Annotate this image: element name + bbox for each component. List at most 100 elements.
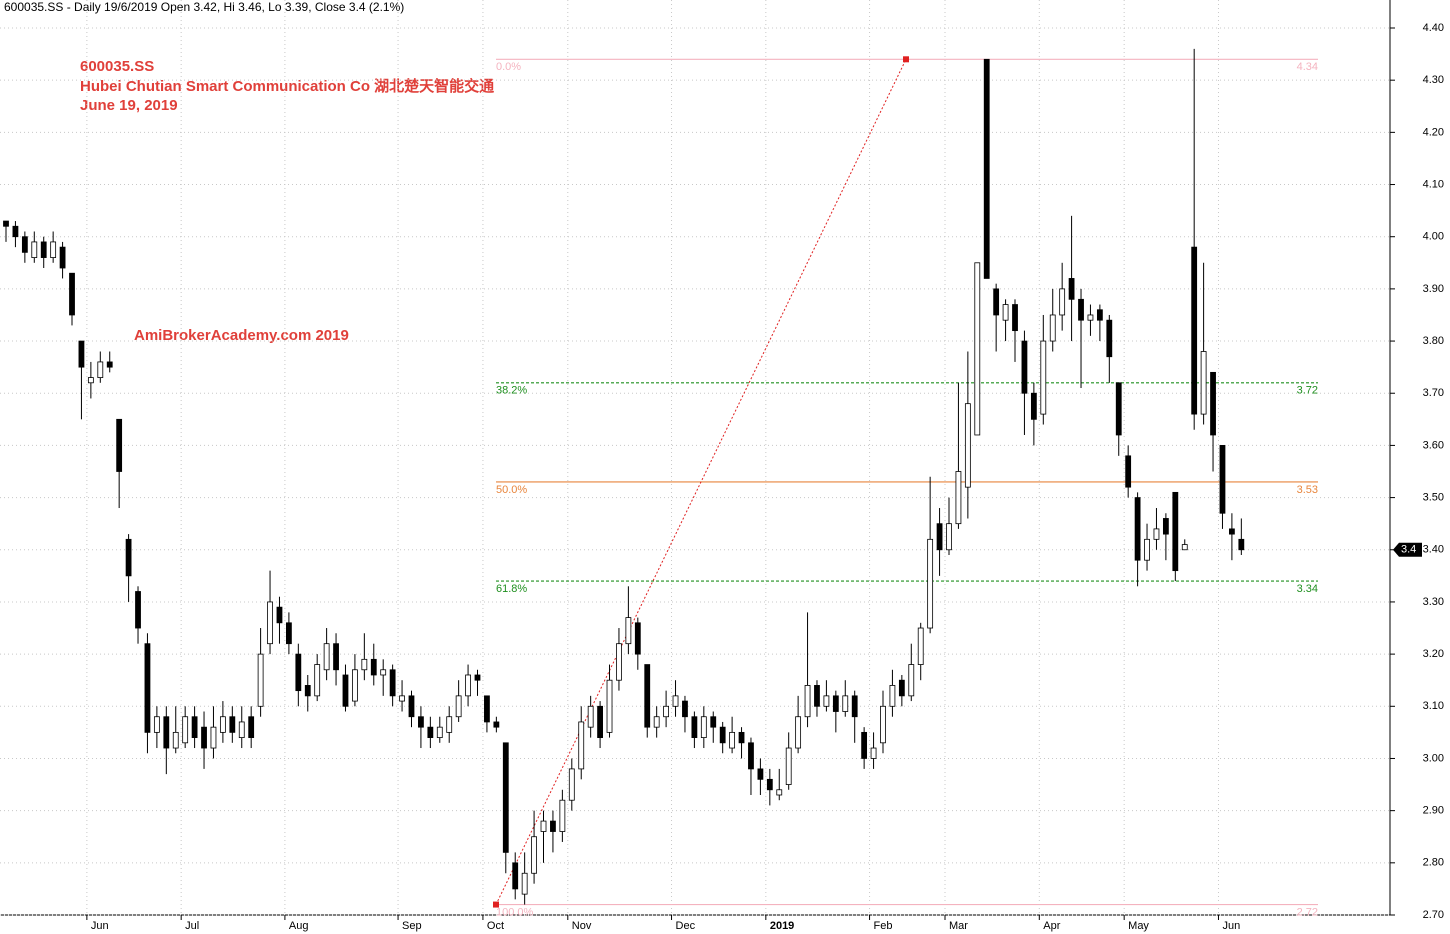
y-tick-label: 3.80 — [1423, 335, 1444, 347]
candle-body — [455, 695, 462, 718]
y-tick-label: 2.70 — [1423, 909, 1444, 921]
fib-value-label: 3.72 — [1297, 385, 1318, 397]
candle-body — [521, 872, 528, 895]
candle-body — [766, 778, 773, 791]
candle-body — [512, 862, 519, 890]
candle-body — [682, 700, 688, 718]
candle-body — [1096, 309, 1103, 321]
candle-body — [97, 361, 104, 378]
candle-body — [446, 716, 453, 733]
candle-body — [964, 403, 971, 488]
candle-body — [606, 679, 613, 733]
candle-body — [616, 643, 622, 681]
candle-body — [691, 716, 698, 739]
candle-body — [1049, 314, 1056, 342]
fib-label: 38.2% — [496, 385, 527, 397]
candle-body — [738, 731, 745, 744]
candle-body — [31, 241, 38, 258]
candle-body — [427, 726, 434, 739]
y-tick-label: 3.90 — [1423, 283, 1444, 295]
candle-body — [191, 716, 198, 739]
candle-body — [304, 685, 311, 697]
candle-body — [1210, 371, 1216, 436]
y-tick-label: 3.30 — [1423, 596, 1444, 608]
candle-body — [201, 726, 207, 749]
candle-body — [719, 726, 726, 744]
candle-body — [144, 643, 151, 733]
candle-body — [597, 705, 603, 739]
candle-body — [40, 241, 47, 258]
fib-value-label: 3.34 — [1297, 583, 1318, 595]
candle-body — [578, 721, 585, 770]
candle-body — [1229, 528, 1235, 535]
candle-body — [380, 669, 387, 676]
last-price-marker — [1393, 542, 1422, 557]
candle-body — [851, 695, 858, 718]
candle-body — [502, 742, 509, 853]
trend-line — [495, 59, 907, 905]
candle-body — [257, 653, 264, 707]
candle-body — [418, 716, 424, 728]
candle-body — [1153, 528, 1160, 540]
candle-body — [295, 653, 302, 692]
candle-body — [804, 685, 811, 718]
candle-body — [814, 685, 820, 707]
candle-body — [333, 643, 339, 671]
candle-body — [587, 705, 594, 728]
candle-body — [1059, 288, 1066, 316]
candle-body — [955, 471, 962, 525]
fib-value-label: 3.53 — [1297, 484, 1318, 496]
fib-label: 100.0% — [496, 906, 534, 918]
y-tick-label: 2.80 — [1423, 857, 1444, 869]
x-tick-label: Dec — [676, 920, 696, 932]
candle-body — [1021, 340, 1028, 394]
candle-body — [644, 664, 651, 728]
y-tick-label: 3.10 — [1423, 700, 1444, 712]
candle-body — [540, 820, 547, 832]
candle-body — [653, 716, 660, 728]
candle-body — [484, 695, 490, 723]
candle-body — [748, 742, 754, 770]
candle-body — [700, 716, 707, 739]
candle-body — [1106, 319, 1113, 358]
candle-body — [927, 538, 934, 629]
candle-body — [370, 658, 377, 676]
header: 600035.SS - Daily 19/6/2019 Open 3.42, H… — [4, 0, 404, 14]
candle-body — [182, 716, 189, 744]
candle-body — [889, 685, 896, 707]
fib-value-label: 4.34 — [1297, 61, 1318, 73]
candle-body — [361, 658, 368, 671]
candle-body — [352, 669, 358, 702]
candle-body — [276, 606, 283, 624]
candle-body — [474, 674, 481, 681]
candle-body — [116, 418, 123, 472]
candle-body — [1200, 351, 1207, 415]
candle-body — [1068, 278, 1075, 300]
candle-body — [87, 377, 94, 384]
y-tick-label: 4.00 — [1423, 231, 1444, 243]
y-tick-label: 3.60 — [1423, 439, 1444, 451]
candle-body — [1172, 491, 1179, 572]
candle-body — [1078, 298, 1084, 321]
candle-body — [870, 747, 877, 759]
y-tick-label: 4.30 — [1423, 74, 1444, 86]
fib-label: 0.0% — [496, 61, 521, 73]
subtitle: Hubei Chutian Smart Communication Co 湖北楚… — [80, 77, 494, 95]
candle-body — [267, 601, 273, 645]
y-tick-label: 4.40 — [1423, 22, 1444, 34]
candle-body — [1115, 382, 1122, 436]
candle-body — [389, 669, 396, 697]
candle-body — [1125, 455, 1132, 488]
candle-body — [314, 664, 321, 697]
y-tick-label: 3.00 — [1423, 752, 1444, 764]
candle-body — [323, 643, 330, 671]
candle-body — [125, 538, 132, 577]
candle-body — [663, 705, 669, 718]
candle-body — [69, 272, 75, 316]
candle-body — [106, 361, 113, 368]
candle-body — [1030, 392, 1037, 420]
candle-body — [50, 241, 57, 258]
candle-body — [3, 220, 9, 227]
candle-body — [880, 705, 886, 744]
